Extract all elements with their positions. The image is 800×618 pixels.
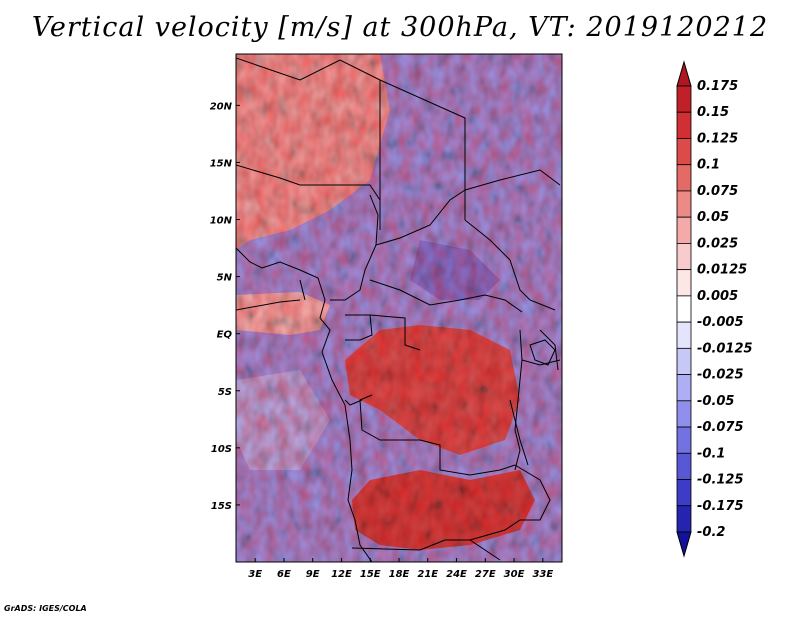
colorbar-label: -0.005 bbox=[697, 315, 744, 330]
colorbar-segment bbox=[676, 321, 692, 349]
colorbar-segment bbox=[676, 295, 692, 323]
lat-tick-label: EQ bbox=[217, 330, 233, 341]
grads-credit: GrADS: IGES/COLA bbox=[4, 604, 87, 613]
lon-tick-label: 27E bbox=[475, 569, 496, 580]
colorbar-label: -0.125 bbox=[697, 473, 744, 488]
colorbar-label: 0.075 bbox=[697, 184, 738, 199]
lon-tick-label: 33E bbox=[532, 569, 553, 580]
colorbar-label: -0.2 bbox=[697, 525, 725, 540]
country-boundaries bbox=[236, 57, 561, 562]
lat-tick-label: 10N bbox=[210, 216, 233, 227]
colorbar-segment bbox=[676, 400, 692, 428]
colorbar-segment bbox=[676, 60, 692, 87]
lon-tick-label: 21E bbox=[417, 569, 438, 580]
longitude-ticks: 3E 6E 9E 12E 15E 18E 21E 24E 27E 30E 33E bbox=[248, 558, 553, 580]
lat-tick-label: 15S bbox=[211, 501, 232, 512]
lon-tick-label: 15E bbox=[360, 569, 381, 580]
colorbar-label: -0.075 bbox=[697, 420, 744, 435]
colorbar-segment bbox=[676, 190, 692, 218]
colorbar-label: 0.1 bbox=[697, 158, 720, 173]
colorbar-label: -0.05 bbox=[697, 394, 734, 409]
colorbar-label: 0.005 bbox=[697, 289, 738, 304]
colorbar-label: 0.175 bbox=[697, 79, 738, 94]
colorbar-label: -0.0125 bbox=[697, 341, 753, 356]
colorbar: 0.175 0.15 0.125 0.1 0.075 0.05 0.025 0.0125 0.0… bbox=[676, 60, 753, 558]
lon-tick-label: 3E bbox=[248, 569, 262, 580]
colorbar-segment bbox=[676, 269, 692, 297]
lon-tick-label: 24E bbox=[446, 569, 467, 580]
colorbar-segment bbox=[676, 426, 692, 454]
colorbar-segment bbox=[676, 374, 692, 402]
lat-tick-label: 5N bbox=[217, 273, 233, 284]
colorbar-label: -0.175 bbox=[697, 499, 744, 514]
lat-tick-label: 5S bbox=[218, 387, 232, 398]
colorbar-label: 0.125 bbox=[697, 131, 738, 146]
colorbar-label: -0.025 bbox=[697, 368, 744, 383]
colorbar-label: 0.0125 bbox=[697, 263, 747, 278]
lat-tick-label: 15N bbox=[210, 158, 233, 169]
lon-tick-label: 9E bbox=[306, 569, 320, 580]
colorbar-label: 0.025 bbox=[697, 236, 738, 251]
latitude-ticks: 20N 15N 10N 5N EQ 5S 10S 15S bbox=[210, 101, 240, 512]
colorbar-segment bbox=[676, 111, 692, 139]
colorbar-segment bbox=[676, 452, 692, 480]
lat-tick-label: 20N bbox=[210, 101, 233, 112]
colorbar-label: 0.05 bbox=[697, 210, 729, 225]
colorbar-segment bbox=[676, 243, 692, 271]
colorbar-segment bbox=[676, 505, 692, 533]
lat-tick-label: 10S bbox=[211, 444, 232, 455]
lon-tick-label: 6E bbox=[277, 569, 291, 580]
lon-tick-label: 30E bbox=[504, 569, 525, 580]
colorbar-segment bbox=[676, 85, 692, 113]
colorbar-segment bbox=[676, 479, 692, 507]
lon-tick-label: 18E bbox=[389, 569, 410, 580]
vertical-velocity-field bbox=[236, 54, 562, 562]
colorbar-segment bbox=[676, 164, 692, 192]
colorbar-label: -0.1 bbox=[697, 446, 725, 461]
colorbar-segment bbox=[676, 347, 692, 375]
lon-tick-label: 12E bbox=[331, 569, 352, 580]
colorbar-segment bbox=[676, 216, 692, 244]
colorbar-segment bbox=[676, 138, 692, 166]
map-title: Vertical velocity [m/s] at 300hPa, VT: 2… bbox=[31, 12, 769, 43]
colorbar-label: 0.15 bbox=[697, 105, 729, 120]
colorbar-segment bbox=[676, 531, 692, 558]
